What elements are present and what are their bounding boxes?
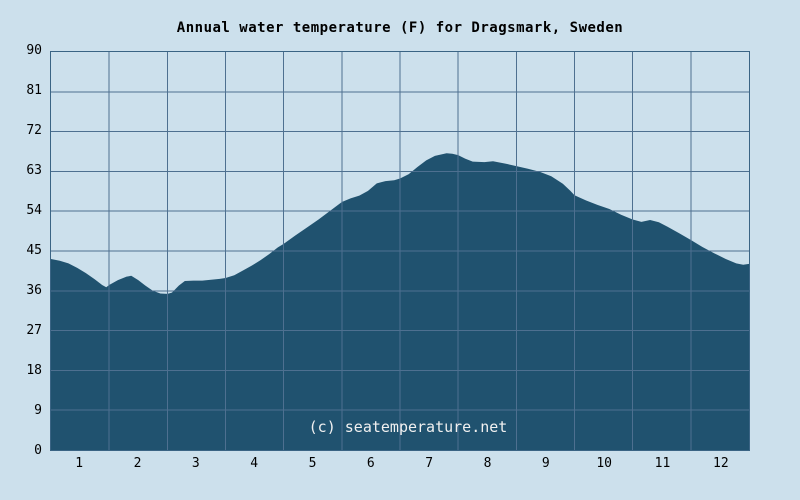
y-tick-label: 90 (26, 43, 42, 58)
x-tick-label: 9 (541, 456, 550, 471)
y-tick-label: 63 (26, 163, 42, 178)
y-tick-label: 9 (34, 403, 42, 418)
watermark-text: (c) seatemperature.net (308, 418, 508, 436)
y-tick-label: 72 (26, 123, 42, 138)
temperature-area-series (51, 52, 749, 450)
x-tick-label: 6 (366, 456, 375, 471)
x-tick-label: 2 (133, 456, 142, 471)
chart-title: Annual water temperature (F) for Dragsma… (176, 20, 624, 36)
y-tick-label: 54 (26, 203, 42, 218)
x-tick-label: 1 (75, 456, 84, 471)
x-tick-label: 8 (483, 456, 492, 471)
y-tick-label: 27 (26, 323, 42, 338)
y-tick-label: 36 (26, 283, 42, 298)
y-tick-label: 81 (26, 83, 42, 98)
x-tick-label: 7 (425, 456, 434, 471)
x-tick-label: 10 (596, 456, 612, 471)
y-tick-label: 18 (26, 363, 42, 378)
x-tick-label: 3 (191, 456, 200, 471)
x-tick-label: 4 (250, 456, 259, 471)
x-tick-label: 11 (654, 456, 671, 471)
y-tick-label: 0 (34, 443, 42, 458)
x-tick-label: 5 (308, 456, 317, 471)
x-tick-label: 12 (713, 456, 729, 471)
y-tick-label: 45 (26, 243, 42, 258)
plot-area: (c) seatemperature.net (50, 51, 750, 451)
